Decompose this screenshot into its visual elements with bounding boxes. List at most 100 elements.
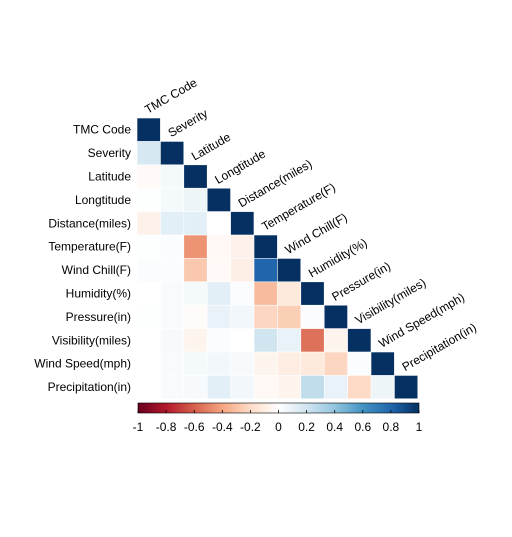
heatmap-cell xyxy=(207,211,231,235)
row-label: Temperature(F) xyxy=(48,240,131,254)
row-label: Distance(miles) xyxy=(48,216,131,230)
heatmap-cell xyxy=(160,211,184,235)
heatmap-cell xyxy=(230,375,254,399)
heatmap-cell xyxy=(230,282,254,305)
heatmap-cell xyxy=(371,375,395,399)
row-label: Pressure(in) xyxy=(66,310,131,324)
colorbar-tick-label: 0.2 xyxy=(298,420,315,434)
heatmap-cell xyxy=(160,305,184,329)
heatmap-cell xyxy=(301,375,324,399)
heatmap-cell xyxy=(277,282,301,305)
column-label: Latitude xyxy=(189,130,233,164)
heatmap-cell xyxy=(184,328,207,352)
heatmap-cell xyxy=(277,305,301,329)
heatmap-cell xyxy=(160,258,184,282)
heatmap-cell xyxy=(324,352,348,376)
heatmap-cell xyxy=(137,328,161,352)
heatmap-cell xyxy=(137,211,161,235)
heatmap-cell xyxy=(277,375,301,399)
heatmap-cell xyxy=(137,305,161,329)
heatmap-cell xyxy=(137,141,161,165)
heatmap-cell xyxy=(160,141,184,165)
heatmap-cell xyxy=(137,165,161,188)
heatmap-cells xyxy=(137,118,418,399)
heatmap-cell xyxy=(184,305,207,329)
heatmap-cell xyxy=(137,375,161,399)
heatmap-cell xyxy=(184,188,207,212)
heatmap-cell xyxy=(137,235,161,259)
heatmap-cell xyxy=(301,328,324,352)
row-label: Severity xyxy=(88,146,131,160)
heatmap-cell xyxy=(230,305,254,329)
heatmap-cell xyxy=(254,352,278,376)
heatmap-cell xyxy=(160,352,184,376)
heatmap-cell xyxy=(301,352,324,376)
heatmap-cell xyxy=(230,328,254,352)
row-labels: TMC Code Severity Latitude Longtitude Distan… xyxy=(34,123,131,394)
colorbar-tick-label: -0.6 xyxy=(184,420,205,434)
row-label: Visibility(miles) xyxy=(52,333,131,347)
heatmap-cell xyxy=(207,375,231,399)
colorbar-tick-label: 0.4 xyxy=(326,420,343,434)
heatmap-cell xyxy=(137,352,161,376)
heatmap-cell xyxy=(324,305,348,329)
heatmap-cell xyxy=(184,375,207,399)
colorbar-tick-label: 1 xyxy=(416,420,423,434)
heatmap-cell xyxy=(207,352,231,376)
heatmap-cell xyxy=(254,258,278,282)
heatmap-cell xyxy=(230,258,254,282)
heatmap-cell xyxy=(254,375,278,399)
heatmap-cell xyxy=(207,188,231,212)
heatmap-cell xyxy=(347,352,371,376)
row-label: Latitude xyxy=(88,170,131,184)
heatmap-cell xyxy=(371,352,395,376)
colorbar-tick-label: -0.8 xyxy=(156,420,177,434)
heatmap-cell xyxy=(137,282,161,305)
heatmap-cell xyxy=(230,352,254,376)
heatmap-cell xyxy=(301,282,324,305)
column-label: TMC Code xyxy=(142,75,200,116)
heatmap-cell xyxy=(347,328,371,352)
heatmap-cell xyxy=(207,258,231,282)
heatmap-cell xyxy=(184,211,207,235)
heatmap-cell xyxy=(160,375,184,399)
column-label: Severity xyxy=(166,106,211,140)
heatmap-cell xyxy=(207,328,231,352)
heatmap-cell xyxy=(160,235,184,259)
heatmap-cell xyxy=(184,282,207,305)
heatmap-cell xyxy=(184,352,207,376)
row-label: Precipitation(in) xyxy=(48,380,131,394)
heatmap-cell xyxy=(207,282,231,305)
heatmap-cell xyxy=(184,235,207,259)
heatmap-cell xyxy=(277,258,301,282)
heatmap-cell xyxy=(254,328,278,352)
heatmap-cell xyxy=(254,235,278,259)
heatmap-cell xyxy=(324,375,348,399)
heatmap-cell xyxy=(207,305,231,329)
heatmap-cell xyxy=(277,328,301,352)
heatmap-cell xyxy=(160,165,184,188)
heatmap-cell xyxy=(254,305,278,329)
colorbar-tick-label: 0 xyxy=(275,420,282,434)
heatmap-cell xyxy=(207,235,231,259)
heatmap-cell xyxy=(184,258,207,282)
heatmap-cell xyxy=(230,211,254,235)
row-label: Longtitude xyxy=(75,193,131,207)
row-label: Humidity(%) xyxy=(66,287,131,301)
heatmap-cell xyxy=(137,118,161,142)
heatmap-cell xyxy=(394,375,418,399)
heatmap-cell xyxy=(347,375,371,399)
heatmap-cell xyxy=(277,352,301,376)
colorbar-tick-label: -1 xyxy=(133,420,144,434)
row-label: TMC Code xyxy=(73,123,131,137)
heatmap-cell xyxy=(184,165,207,188)
heatmap-cell xyxy=(160,282,184,305)
heatmap-cell xyxy=(137,188,161,212)
heatmap-cell xyxy=(160,328,184,352)
heatmap-cell xyxy=(254,282,278,305)
row-label: Wind Chill(F) xyxy=(62,263,131,277)
heatmap-cell xyxy=(301,305,324,329)
column-label: Longtitude xyxy=(212,146,268,186)
